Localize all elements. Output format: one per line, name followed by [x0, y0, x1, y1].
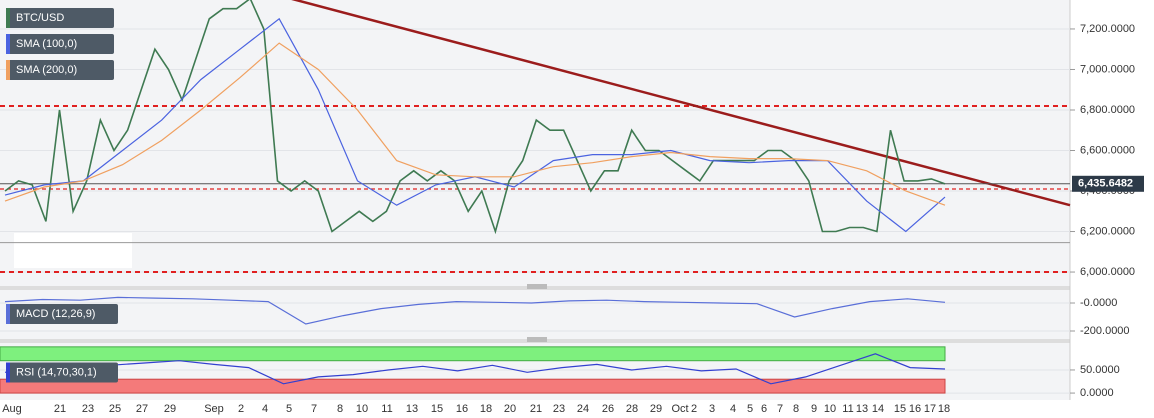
x-tick-label: 9	[811, 403, 817, 415]
y-tick-label: 6,000.0000	[1080, 266, 1135, 278]
resize-handle[interactable]	[527, 284, 547, 289]
x-tick-label: 25	[109, 403, 121, 415]
x-tick-label: 26	[602, 403, 614, 415]
x-tick-label: 5	[286, 403, 292, 415]
legend-box	[6, 304, 118, 324]
legend-swatch	[6, 34, 10, 54]
series-line	[4, 353, 946, 385]
x-tick-label: Aug	[2, 403, 22, 415]
legend-box	[6, 8, 114, 28]
x-tick-label: 4	[730, 403, 736, 415]
y-tick-label: -200.0000	[1080, 325, 1130, 337]
legend-box	[6, 362, 118, 383]
y-tick-label: 7,200.0000	[1080, 23, 1135, 35]
x-tick-label: 11	[381, 403, 392, 415]
x-tick-label: 18	[938, 403, 950, 415]
x-tick-label: 3	[709, 403, 715, 415]
x-tick-label: 23	[82, 403, 94, 415]
blank-box	[14, 233, 132, 268]
x-tick-label: 29	[164, 403, 176, 415]
y-tick-label: 6,600.0000	[1080, 144, 1135, 156]
legend-label: RSI (14,70,30,1)	[16, 366, 97, 378]
legend-box	[6, 34, 114, 54]
y-tick-label: 6,200.0000	[1080, 225, 1135, 237]
x-tick-label: 28	[626, 403, 638, 415]
resize-handle[interactable]	[527, 337, 547, 342]
legend-box	[6, 60, 114, 80]
legend-label: BTC/USD	[16, 12, 64, 24]
x-tick-label: 6	[761, 403, 767, 415]
x-tick-label: 2	[691, 403, 697, 415]
series-line	[4, 42, 946, 206]
last-price-box	[1072, 175, 1144, 192]
x-tick-label: 7	[311, 403, 317, 415]
x-tick-label: 10	[824, 403, 836, 415]
x-tick-label: 18	[480, 403, 492, 415]
overbought-band	[0, 346, 946, 362]
x-tick-label: Oct	[671, 403, 688, 415]
x-tick-label: 24	[577, 403, 589, 415]
x-tick-label: 8	[793, 403, 799, 415]
x-tick-label: 23	[553, 403, 565, 415]
y-tick-label: 50.0000	[1080, 364, 1120, 376]
x-tick-label: 13	[406, 403, 418, 415]
plot-background	[0, 0, 1070, 400]
x-tick-label: 4	[262, 403, 268, 415]
legend-swatch	[6, 60, 10, 80]
x-tick-label: 21	[54, 403, 66, 415]
y-tick-label: 6,800.0000	[1080, 104, 1135, 116]
y-tick-label: 7,000.0000	[1080, 63, 1135, 75]
series-line	[4, 0, 946, 235]
oversold-band	[0, 378, 946, 394]
x-tick-label: 21	[530, 403, 542, 415]
x-tick-label: 15	[431, 403, 443, 415]
series-line	[4, 296, 946, 325]
x-tick-label: 13	[856, 403, 868, 415]
x-tick-label: 20	[504, 403, 516, 415]
x-tick-label: 5	[747, 403, 753, 415]
last-price-label: 6,435.6482	[1078, 178, 1133, 190]
x-tick-label: 16	[456, 403, 468, 415]
legend-label: SMA (200,0)	[16, 64, 77, 76]
legend-swatch	[6, 8, 10, 28]
x-tick-label: 11	[842, 403, 853, 415]
x-tick-label: 14	[872, 403, 884, 415]
x-tick-label: 15	[894, 403, 906, 415]
x-tick-label: Sep	[204, 403, 224, 415]
legend-label: MACD (12,26,9)	[16, 308, 95, 320]
x-tick-label: 16	[909, 403, 921, 415]
x-tick-label: 10	[356, 403, 368, 415]
legend-swatch	[6, 304, 10, 324]
x-tick-label: 8	[337, 403, 343, 415]
x-tick-label: 27	[136, 403, 148, 415]
x-tick-label: 29	[650, 403, 662, 415]
y-tick-label: 0.0000	[1080, 387, 1114, 399]
x-tick-label: 17	[924, 403, 936, 415]
legend-label: SMA (100,0)	[16, 38, 77, 50]
trend-line	[291, 0, 1071, 207]
x-tick-label: 2	[238, 403, 244, 415]
y-tick-label: -0.0000	[1080, 297, 1117, 309]
x-tick-label: 7	[777, 403, 783, 415]
legend-swatch	[6, 362, 10, 383]
